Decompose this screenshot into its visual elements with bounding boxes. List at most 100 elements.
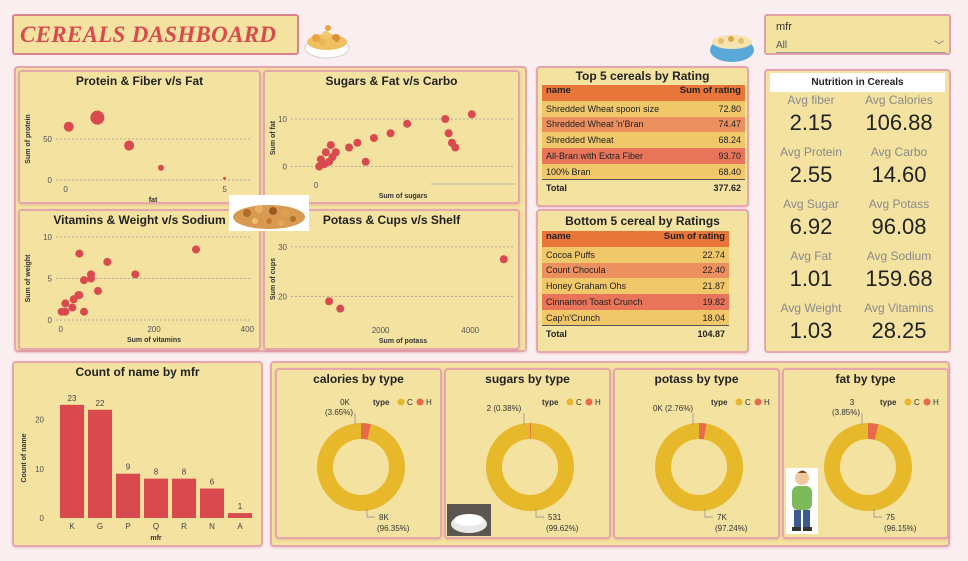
data-label: 1 (238, 502, 243, 511)
scatter-point (124, 140, 135, 151)
table-row[interactable]: Cocoa Puffs 22.74 (542, 246, 729, 263)
slice-label-c: 7K (717, 513, 727, 522)
data-label: 23 (68, 394, 77, 403)
donut-calories-chart[interactable]: type C H 0K(3.65%) 8K (96.35%) (277, 370, 444, 541)
scatter-point (223, 176, 227, 180)
cereal-name-cell: 100% Bran (546, 166, 591, 177)
kpi-label: Avg Calories (865, 93, 933, 107)
rating-cell: 93.70 (718, 151, 741, 162)
donut-fat-chart[interactable]: type C H 3(3.85%) 75 (96.15%) (784, 370, 951, 541)
y-tick-label: 10 (43, 233, 52, 242)
legend-label-c: C (745, 398, 751, 407)
scatter-point (68, 303, 77, 312)
scatter-potass-chart[interactable]: 20 30 2000 4000 Sum of potass Sum of cups (265, 211, 522, 352)
table-header-row: name Sum of rating (542, 85, 745, 101)
rating-cell: 22.40 (702, 265, 725, 276)
table-row[interactable]: Count Chocula 22.40 (542, 262, 729, 279)
slice-label-c: 75 (886, 513, 895, 522)
slice-label-h-pct: (3.85%) (832, 408, 860, 417)
leader-line (366, 509, 375, 518)
leader-line (873, 509, 882, 518)
scatter-vitamins-panel: Vitamins & Weight v/s Sodium 0 5 10 0 200 400… (18, 209, 261, 350)
chart-title: potass by type (654, 372, 739, 386)
chart-title: Potass & Cups v/s Shelf (322, 213, 461, 227)
scatter-vitamins-chart[interactable]: 0 5 10 0 200 400 Sum of vitamins Sum of weight (20, 211, 263, 352)
scatter-point (321, 148, 330, 157)
bar-Q (143, 478, 169, 518)
cereal-name-cell: Shredded Wheat (546, 135, 614, 146)
column-header-rating[interactable]: Sum of rating (671, 85, 745, 101)
legend-swatch-c (566, 398, 574, 406)
donut-slice-c (655, 423, 743, 511)
x-tick-label: K (69, 522, 75, 531)
donut-slice-c (317, 423, 405, 511)
table-row[interactable]: Shredded Wheat spoon size 72.80 (542, 100, 745, 117)
kpi-value: 28.25 (871, 318, 927, 343)
column-header-rating[interactable]: Sum of rating (654, 231, 729, 247)
legend-swatch-h (416, 398, 424, 406)
mfr-dropdown[interactable]: All ﹀ (776, 40, 946, 53)
table-row[interactable]: Shredded Wheat 'n'Bran 74.47 (542, 116, 745, 133)
table-row[interactable]: Shredded Wheat 68.24 (542, 132, 745, 149)
bar-A (227, 513, 253, 518)
nutrition-kpi-panel: Nutrition in Cereals Avg fiber 2.15 Avg Ca… (764, 69, 951, 353)
slicer-value: All (776, 40, 788, 51)
donut-sugars-chart[interactable]: type C H 2 (0.38%) 531 (99.62%) (446, 370, 613, 541)
bar-R (171, 478, 197, 518)
cereal-name-cell: Count Chocula (546, 265, 606, 276)
slice-label-c-pct: (96.35%) (377, 524, 410, 533)
cereal-pile-image (229, 195, 309, 231)
legend-title: type (880, 398, 897, 407)
y-tick-label: 50 (43, 135, 52, 144)
slice-label-h: 0K (2.76%) (653, 404, 693, 413)
chart-title: Count of name by mfr (75, 365, 200, 379)
table-row[interactable]: Cap'n'Crunch 18.04 (542, 309, 729, 326)
kpi-label: Avg Carbo (870, 145, 928, 159)
mfr-slicer[interactable]: mfr All ﹀ (764, 14, 951, 55)
x-tick-label: 0 (58, 325, 63, 334)
scatter-sugars-chart[interactable]: 0 10 0 Sum of sugars Sum of fat (265, 72, 522, 206)
scatter-point (369, 134, 378, 142)
chart-title: sugars by type (485, 372, 570, 386)
legend-label-h: H (933, 398, 939, 407)
cereal-bowl-blue-image (710, 35, 754, 62)
y-tick-label: 30 (278, 243, 287, 252)
slicer-label: mfr (776, 21, 792, 33)
legend-title: type (711, 398, 728, 407)
table-row[interactable]: Honey Graham Ohs 21.87 (542, 278, 729, 295)
bottom5-table[interactable]: name Sum of rating Cocoa Puffs 22.74 Count C… (542, 231, 729, 342)
table-row[interactable]: Cinnamon Toast Crunch 19.82 (542, 294, 729, 310)
kpi-value: 1.03 (789, 318, 833, 343)
kpi-label: Avg Vitamins (864, 301, 934, 315)
scatter-point (80, 276, 88, 285)
x-tick-label: 2000 (372, 326, 390, 335)
data-label: 6 (210, 477, 215, 486)
scatter-point (75, 249, 84, 258)
column-header-name[interactable]: name (542, 231, 655, 247)
scatter-point (87, 270, 95, 279)
kpi-label: Avg Sugar (783, 197, 839, 211)
x-tick-label: Q (153, 522, 159, 531)
top5-table[interactable]: name Sum of rating Shredded Wheat spoon si… (542, 85, 745, 196)
scatter-protein-chart[interactable]: 0 50 0 5 fat Sum of protein (20, 72, 263, 206)
chart-title: Vitamins & Weight v/s Sodium (53, 213, 226, 227)
column-header-name[interactable]: name (542, 85, 672, 101)
legend-swatch-c (904, 398, 912, 406)
table-row[interactable]: 100% Bran 68.40 (542, 163, 745, 180)
table-row[interactable]: All-Bran with Extra Fiber 93.70 (542, 148, 745, 164)
scatter-point (451, 143, 460, 152)
cereal-name-cell: Shredded Wheat 'n'Bran (546, 119, 644, 130)
legend-swatch-h (754, 398, 762, 406)
legend-label-h: H (595, 398, 601, 407)
total-label: Total (542, 179, 672, 196)
rating-cell: 21.87 (702, 281, 725, 292)
chevron-down-icon[interactable]: ﹀ (934, 41, 944, 52)
x-tick-label: P (125, 522, 130, 531)
rating-cell: 22.74 (702, 249, 725, 260)
data-label: 8 (154, 468, 159, 477)
x-tick-label: 0 (63, 185, 68, 194)
x-axis-label: fat (149, 197, 158, 204)
donut-potass-chart[interactable]: type C H 0K (2.76%) 7K (97.24%) (615, 370, 782, 541)
dashboard-title: CEREALS DASHBOARD (20, 22, 277, 47)
